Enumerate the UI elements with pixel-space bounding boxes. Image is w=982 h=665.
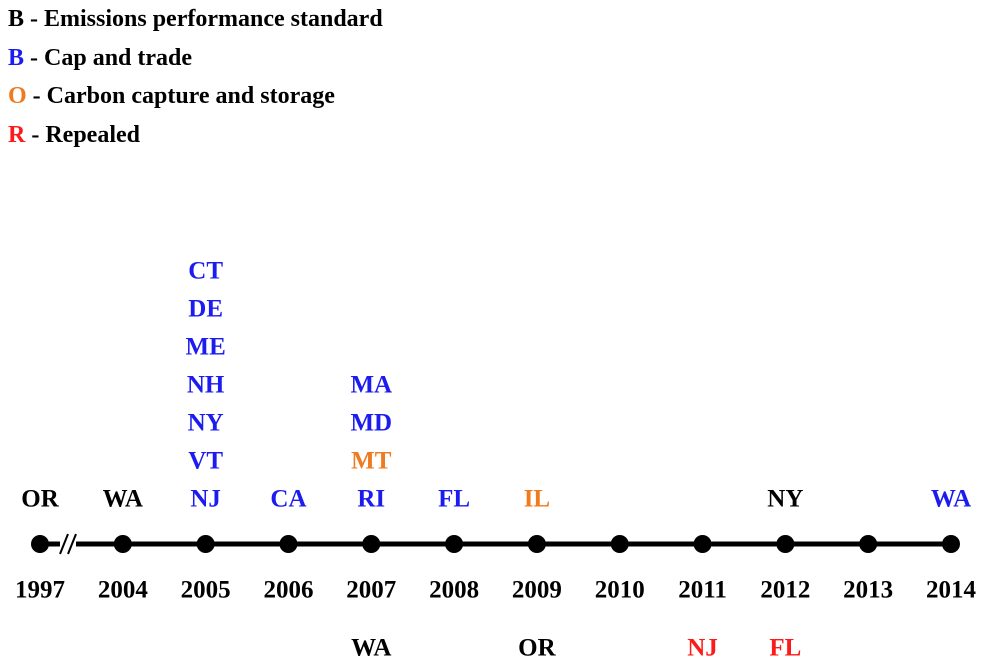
year-label: 2005 [181, 577, 231, 604]
state-label: NY [188, 410, 224, 437]
timeline-dot [527, 535, 546, 553]
state-label: OR [21, 486, 59, 513]
state-label: NJ [687, 635, 718, 662]
year-label: 2012 [760, 577, 810, 604]
state-label: FL [769, 635, 801, 662]
state-label: NJ [190, 486, 221, 513]
state-label: MA [350, 372, 392, 399]
state-label: CT [188, 258, 223, 285]
legend-code: B [8, 44, 25, 71]
timeline-dot [279, 535, 298, 553]
state-label: FL [438, 486, 470, 513]
timeline-dot [776, 535, 795, 553]
break-gap [58, 530, 78, 558]
timeline-dot [31, 535, 49, 553]
legend-text: - Carbon capture and storage [32, 83, 335, 109]
state-label: CA [270, 486, 306, 513]
state-label: RI [357, 486, 385, 513]
state-label: NY [767, 486, 803, 513]
timeline-dot [445, 535, 464, 553]
year-label: 2007 [346, 577, 396, 604]
timeline-dot [942, 535, 960, 553]
legend-text: - Emissions performance standard [30, 6, 383, 32]
year-label: 2014 [926, 577, 977, 604]
state-label: DE [188, 296, 223, 323]
legend-code: O [8, 83, 27, 109]
legend-text: - Repealed [31, 121, 140, 148]
timeline-dot [196, 535, 215, 553]
year-label: 2013 [843, 577, 893, 604]
year-label: 1997 [15, 577, 65, 604]
legend-item: B- Cap and trade [8, 41, 383, 80]
state-label: MT [351, 448, 392, 475]
timeline-dot [113, 535, 132, 553]
break-mark [67, 533, 77, 555]
state-label: MD [350, 410, 392, 437]
timeline-dot [859, 535, 878, 553]
year-label: 2004 [98, 577, 149, 604]
year-label: 2006 [263, 577, 313, 604]
legend-text: - Cap and trade [30, 44, 193, 71]
legend: B- Emissions performance standard B - Cap … [8, 2, 383, 156]
state-label: WA [931, 486, 971, 513]
timeline-dot [610, 535, 629, 553]
break-mark [59, 533, 69, 555]
legend-code: B [8, 6, 25, 32]
year-label: 2010 [595, 577, 645, 604]
state-label: VT [188, 448, 223, 475]
state-label: WA [103, 486, 143, 513]
timeline-dot [362, 535, 381, 553]
legend-item: O- Carbon capture and storage [8, 79, 383, 118]
timeline-dot [693, 535, 712, 553]
year-label: 2008 [429, 577, 479, 604]
state-label: NH [187, 372, 225, 399]
state-label: IL [524, 486, 550, 513]
state-label: OR [518, 635, 556, 662]
state-label: WA [351, 635, 391, 662]
year-label: 2009 [512, 577, 562, 604]
legend-item: B- Emissions performance standard [8, 2, 383, 41]
legend-code: R [8, 121, 26, 148]
year-label: 2011 [678, 577, 727, 604]
state-label: ME [185, 334, 225, 361]
legend-item: R- Repealed [8, 118, 383, 157]
